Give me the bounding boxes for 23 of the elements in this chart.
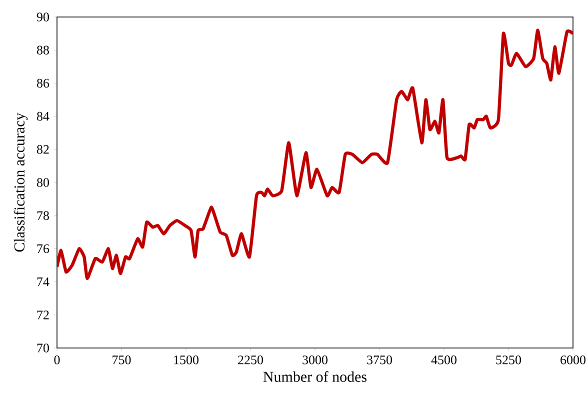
y-tick-label: 72 bbox=[37, 310, 49, 320]
x-tick-label: 750 bbox=[112, 356, 131, 364]
line-series bbox=[57, 28, 573, 280]
x-tick-label: 1500 bbox=[174, 356, 199, 364]
y-tick-label: 80 bbox=[36, 178, 49, 187]
y-tick-label: 78 bbox=[37, 211, 49, 220]
y-tick-label: 76 bbox=[37, 244, 50, 254]
x-tick-label: 5250 bbox=[496, 356, 522, 364]
x-tick-label: 2250 bbox=[238, 356, 264, 364]
y-tick-label: 88 bbox=[36, 46, 49, 54]
x-tick-label: 6000 bbox=[560, 356, 586, 364]
y-tick-label: 74 bbox=[37, 278, 50, 286]
y-axis-title: Classification accuracy bbox=[14, 112, 28, 252]
x-tick-label: 3750 bbox=[367, 356, 392, 364]
y-tick-label: 70 bbox=[37, 344, 49, 352]
x-tick-label: 0 bbox=[54, 356, 60, 364]
y-tick-label: 82 bbox=[36, 145, 49, 154]
y-tick-label: 90 bbox=[36, 12, 49, 22]
y-tick-label: 86 bbox=[36, 78, 50, 88]
x-tick-label: 4500 bbox=[431, 356, 457, 364]
x-axis-title: Number of nodes bbox=[263, 371, 367, 382]
x-tick-label: 3000 bbox=[302, 356, 328, 364]
y-tick-label: 84 bbox=[36, 112, 50, 121]
